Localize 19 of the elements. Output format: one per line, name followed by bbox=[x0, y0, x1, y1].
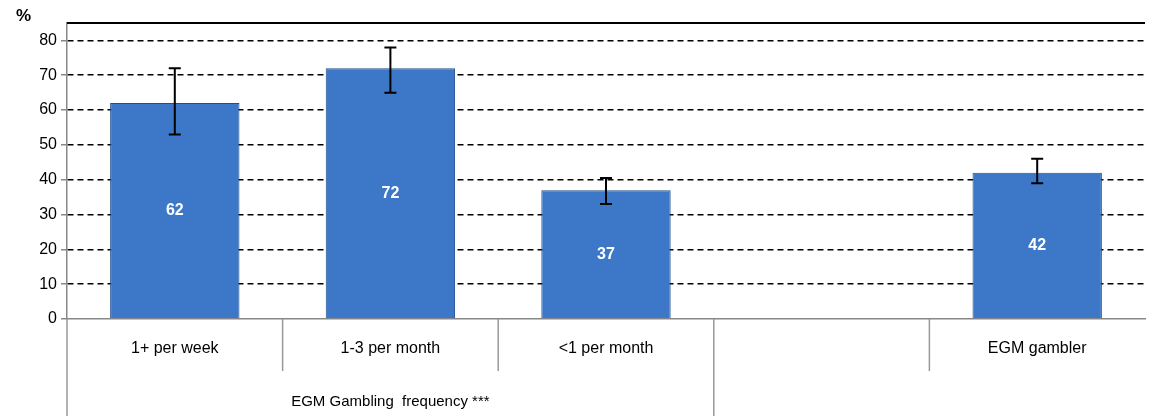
data-label: 37 bbox=[597, 244, 615, 262]
y-tick-label: 70 bbox=[39, 65, 58, 83]
y-tick-label: 10 bbox=[39, 274, 58, 292]
y-tick-label: 20 bbox=[39, 239, 58, 257]
data-label: 42 bbox=[1028, 236, 1047, 254]
y-tick-label: 60 bbox=[39, 100, 58, 118]
x-tick-label: 1+ per week bbox=[131, 339, 220, 357]
x-tick-label: <1 per month bbox=[558, 339, 654, 357]
y-tick-label: 50 bbox=[39, 135, 58, 153]
data-label: 72 bbox=[381, 184, 400, 202]
text: EGM Gambling frequency *** bbox=[291, 392, 490, 410]
y-axis-title: % bbox=[16, 6, 32, 26]
y-tick-label: 0 bbox=[48, 309, 58, 327]
data-label: 62 bbox=[165, 201, 184, 219]
x-tick-label: 1-3 per month bbox=[340, 339, 441, 357]
y-tick-label: 80 bbox=[39, 30, 58, 48]
y-tick-label: 40 bbox=[39, 170, 58, 188]
x-tick-label: EGM gambler bbox=[987, 339, 1088, 357]
y-tick-label: 30 bbox=[39, 204, 58, 222]
